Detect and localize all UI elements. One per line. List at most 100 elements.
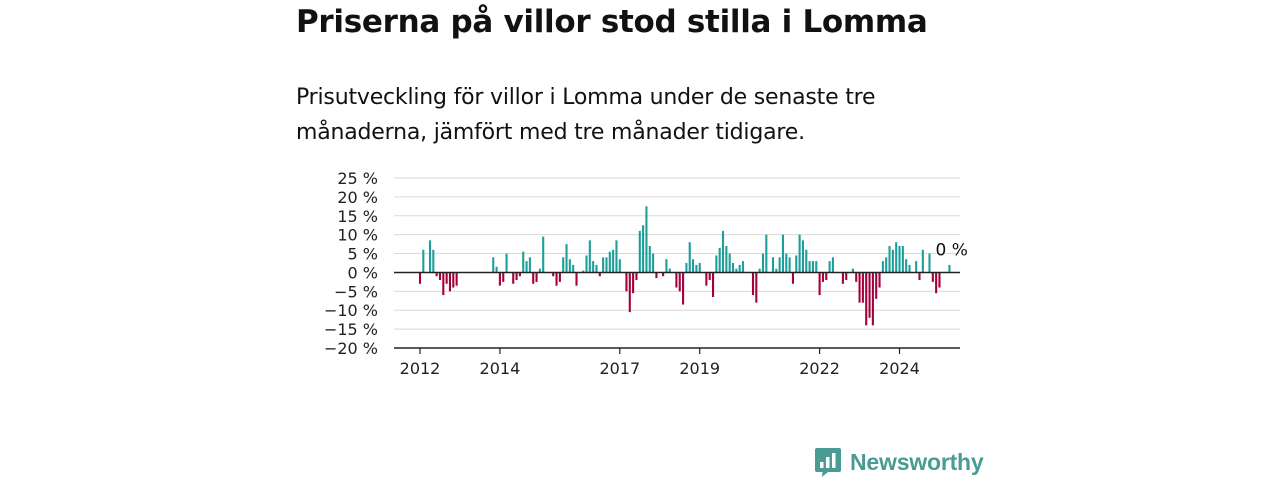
bar bbox=[502, 272, 505, 282]
bar bbox=[708, 272, 711, 280]
bar bbox=[518, 272, 521, 277]
axes bbox=[394, 271, 960, 349]
bar bbox=[938, 272, 941, 288]
y-tick-label: 10 % bbox=[337, 226, 378, 245]
bar bbox=[725, 246, 728, 273]
bar bbox=[635, 272, 638, 280]
bar bbox=[875, 272, 878, 299]
bar bbox=[888, 246, 891, 273]
bar bbox=[871, 272, 874, 326]
bar bbox=[898, 246, 901, 273]
bar bbox=[901, 246, 904, 273]
bar bbox=[448, 272, 452, 292]
bar bbox=[731, 263, 735, 273]
bar bbox=[891, 249, 894, 273]
bar bbox=[878, 272, 881, 288]
bar bbox=[662, 272, 665, 277]
bar bbox=[565, 244, 568, 273]
bar bbox=[685, 263, 688, 273]
bar bbox=[695, 264, 698, 273]
bar bbox=[575, 272, 578, 286]
bar bbox=[582, 270, 585, 273]
bar bbox=[418, 272, 422, 284]
bar bbox=[598, 272, 601, 277]
bar bbox=[678, 272, 681, 292]
price-change-bar-chart: 25 %20 %15 %10 %5 %0 %−5 %−10 %−15 %−20 … bbox=[324, 169, 968, 378]
bar bbox=[788, 257, 791, 273]
x-tick-label: 2012 bbox=[400, 359, 441, 378]
bar bbox=[811, 261, 814, 273]
chart-subtitle: Prisutveckling för villor i Lomma under … bbox=[296, 85, 876, 145]
bar bbox=[915, 261, 918, 273]
bar bbox=[741, 261, 745, 273]
bar bbox=[841, 272, 844, 284]
bar bbox=[692, 259, 695, 273]
bar bbox=[608, 251, 611, 273]
bar bbox=[868, 272, 871, 318]
bar bbox=[642, 225, 645, 273]
x-axis-ticks: 2012 2014 2017 2019 2022 2024 bbox=[400, 348, 920, 378]
bar bbox=[865, 272, 868, 326]
bar bbox=[928, 253, 931, 273]
bar bbox=[815, 261, 818, 273]
bar-chart-speech-bubble-icon bbox=[815, 448, 841, 477]
bar bbox=[881, 261, 884, 273]
bar bbox=[791, 272, 795, 284]
bar bbox=[515, 272, 518, 280]
bar bbox=[615, 240, 618, 273]
bar bbox=[652, 253, 655, 273]
bar bbox=[825, 272, 828, 280]
newsworthy-logo: Newsworthy bbox=[814, 446, 984, 478]
bar bbox=[498, 272, 501, 286]
bar bbox=[618, 259, 621, 273]
bar bbox=[831, 257, 834, 273]
bar bbox=[935, 272, 938, 294]
x-tick-label: 2022 bbox=[799, 359, 840, 378]
bar bbox=[452, 272, 455, 288]
bar bbox=[558, 272, 561, 282]
bar bbox=[688, 242, 691, 273]
bar bbox=[538, 268, 541, 273]
bar bbox=[765, 234, 768, 273]
bar bbox=[445, 272, 448, 284]
bar bbox=[751, 272, 755, 296]
bar bbox=[698, 263, 701, 273]
bar bbox=[555, 272, 558, 286]
y-axis-ticks: 25 %20 %15 %10 %5 %0 %−5 %−10 %−15 %−20 … bbox=[324, 169, 378, 358]
bar bbox=[721, 230, 725, 273]
bar bbox=[771, 257, 775, 273]
bar bbox=[818, 272, 821, 296]
y-tick-label: 15 % bbox=[337, 207, 378, 226]
bar bbox=[532, 272, 535, 284]
bar bbox=[735, 268, 738, 273]
bar bbox=[428, 240, 432, 273]
bar bbox=[572, 264, 575, 273]
bar bbox=[905, 259, 908, 273]
bar bbox=[785, 253, 788, 273]
bar bbox=[711, 272, 715, 297]
bar bbox=[728, 253, 731, 273]
bar bbox=[948, 264, 951, 273]
bar bbox=[645, 206, 648, 273]
bar bbox=[562, 257, 565, 273]
bar-series bbox=[418, 206, 951, 326]
bar bbox=[455, 272, 458, 286]
bar bbox=[648, 246, 651, 273]
bar bbox=[632, 272, 635, 294]
bar bbox=[628, 272, 631, 313]
bar bbox=[542, 236, 545, 273]
bar bbox=[638, 230, 641, 273]
bar bbox=[665, 259, 668, 273]
bar bbox=[778, 257, 781, 273]
bar bbox=[595, 264, 598, 273]
bar bbox=[781, 234, 785, 273]
bar bbox=[495, 266, 498, 273]
bar bbox=[855, 272, 858, 282]
x-tick-label: 2017 bbox=[599, 359, 640, 378]
bar bbox=[505, 253, 508, 273]
last-value-label: 0 % bbox=[936, 240, 968, 260]
bar bbox=[821, 272, 824, 282]
bar bbox=[625, 272, 628, 292]
bar bbox=[798, 234, 801, 273]
bar bbox=[758, 268, 761, 273]
